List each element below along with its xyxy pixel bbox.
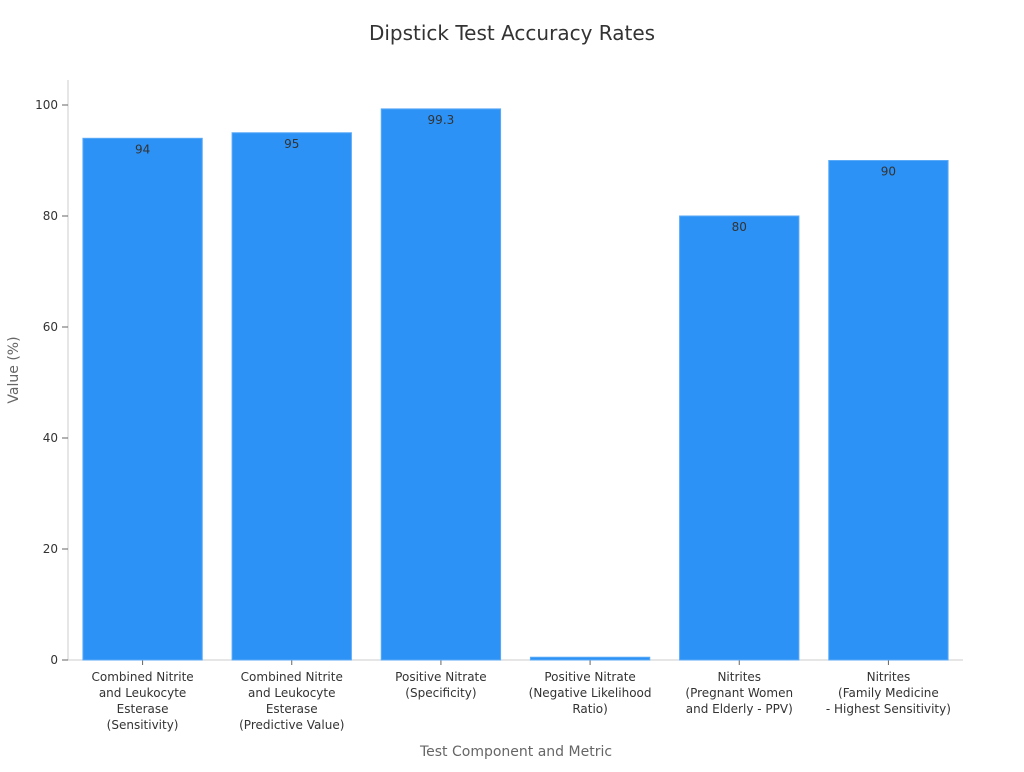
- y-tick-label: 80: [43, 209, 58, 223]
- x-axis-label: Test Component and Metric: [419, 744, 612, 760]
- bar: [231, 132, 352, 661]
- data-label: 99.3: [428, 113, 455, 127]
- bar: [828, 160, 949, 661]
- bar: [679, 215, 800, 661]
- x-tick-label: Nitrites (Family Medicine - Highest Sensit…: [826, 670, 951, 716]
- y-tick-label: 60: [43, 320, 58, 334]
- y-axis-label: Value (%): [6, 336, 22, 403]
- x-tick-label: Positive Nitrate (Specificity): [395, 670, 486, 700]
- bar: [380, 108, 502, 661]
- x-tick-label: Combined Nitrite and Leukocyte Esterase (Se…: [92, 670, 194, 732]
- y-tick-label: 0: [50, 653, 58, 667]
- data-label: 94: [135, 142, 150, 156]
- bar: [529, 656, 651, 661]
- data-label: 95: [284, 137, 299, 151]
- data-label: 90: [881, 165, 896, 179]
- data-label: 80: [732, 220, 747, 234]
- x-tick-label: Nitrites (Pregnant Women and Elderly - PPV…: [685, 670, 793, 716]
- x-tick-label: Combined Nitrite and Leukocyte Esterase (Pr…: [239, 670, 344, 732]
- y-tick-label: 20: [43, 542, 58, 556]
- chart-title: Dipstick Test Accuracy Rates: [369, 21, 655, 45]
- bar: [82, 137, 203, 661]
- x-tick-label: Positive Nitrate (Negative Likelihood Rati…: [529, 670, 652, 716]
- y-tick-label: 100: [35, 98, 58, 112]
- y-tick-label: 40: [43, 431, 58, 445]
